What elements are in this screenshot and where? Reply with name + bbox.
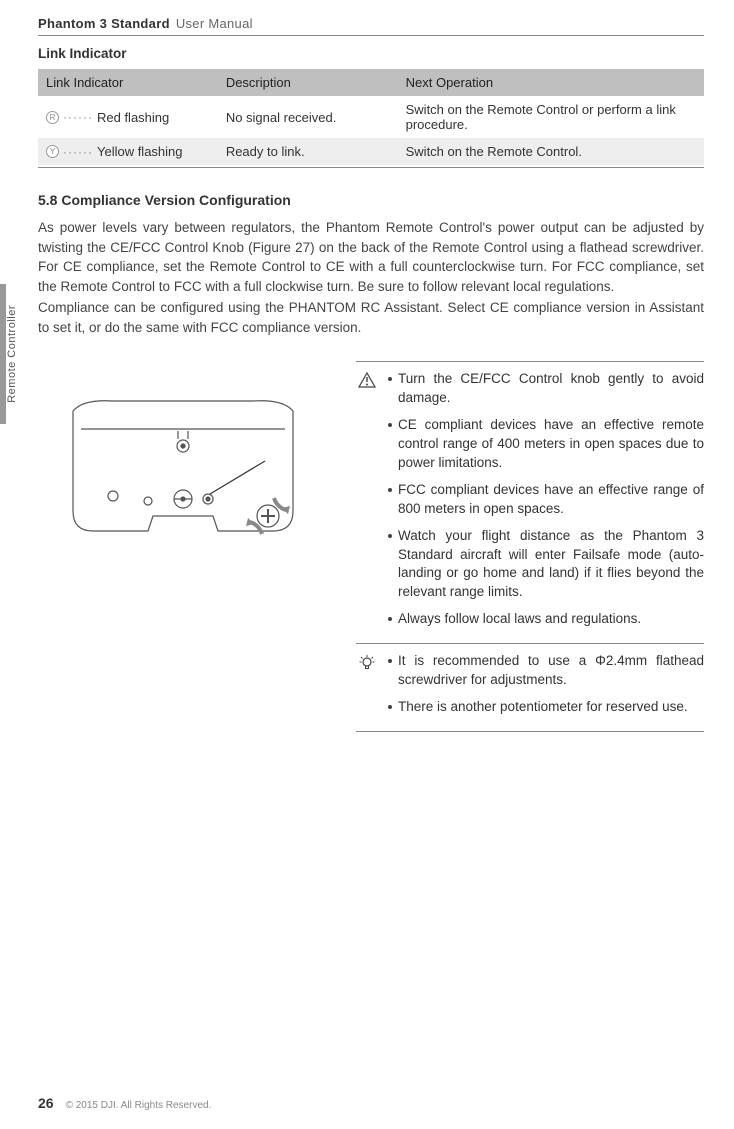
body-paragraph-1: As power levels vary between regulators,… [38, 218, 704, 296]
tip-icon [356, 652, 378, 725]
list-item: It is recommended to use a Φ2.4mm flathe… [388, 652, 704, 690]
indicator-label: Red flashing [97, 110, 169, 125]
list-item: FCC compliant devices have an effective … [388, 481, 704, 519]
led-icon: R [46, 111, 59, 124]
next-op-cell: Switch on the Remote Control or perform … [398, 96, 704, 138]
header-subtitle: User Manual [176, 16, 253, 31]
col-indicator: Link Indicator [38, 69, 218, 96]
warning-list: Turn the CE/FCC Control knob gently to a… [388, 370, 704, 637]
led-icon: Y [46, 145, 59, 158]
list-item: CE compliant devices have an effective r… [388, 416, 704, 473]
led-dots: ······ [63, 145, 93, 159]
page-header: Phantom 3 Standard User Manual [38, 16, 704, 31]
table-bottom-rule [38, 167, 704, 168]
description-cell: No signal received. [218, 96, 398, 138]
link-indicator-title: Link Indicator [38, 46, 704, 61]
header-product: Phantom 3 Standard [38, 16, 170, 31]
indicator-cell: R ······ Red flashing [38, 96, 218, 138]
col-description: Description [218, 69, 398, 96]
col-next: Next Operation [398, 69, 704, 96]
table-row: Y ······ Yellow flashing Ready to link.Swit… [38, 138, 704, 165]
table-header-row: Link Indicator Description Next Operatio… [38, 69, 704, 96]
indicator-label: Yellow flashing [97, 144, 183, 159]
body-paragraph-2: Compliance can be configured using the P… [38, 298, 704, 337]
page-number: 26 [38, 1095, 54, 1111]
description-cell: Ready to link. [218, 138, 398, 165]
copyright-text: © 2015 DJI. All Rights Reserved. [66, 1100, 212, 1111]
next-op-cell: Switch on the Remote Control. [398, 138, 704, 165]
figure-and-notes-row: Turn the CE/FCC Control knob gently to a… [38, 361, 704, 731]
indicator-cell: Y ······ Yellow flashing [38, 138, 218, 165]
list-item: There is another potentiometer for reser… [388, 698, 704, 717]
page-content: Phantom 3 Standard User Manual Link Indi… [0, 0, 734, 732]
warning-icon [356, 370, 378, 637]
link-indicator-table: Link Indicator Description Next Operatio… [38, 69, 704, 165]
remote-back-diagram [38, 361, 338, 551]
list-item: Turn the CE/FCC Control knob gently to a… [388, 370, 704, 408]
page-footer: 26 © 2015 DJI. All Rights Reserved. [38, 1095, 211, 1111]
list-item: Watch your flight distance as the Phanto… [388, 527, 704, 603]
warning-block: Turn the CE/FCC Control knob gently to a… [356, 361, 704, 643]
list-item: Always follow local laws and regulations… [388, 610, 704, 629]
notes-column: Turn the CE/FCC Control knob gently to a… [356, 361, 704, 731]
table-row: R ······ Red flashing No signal received.Sw… [38, 96, 704, 138]
header-rule [38, 35, 704, 36]
tip-list: It is recommended to use a Φ2.4mm flathe… [388, 652, 704, 725]
led-dots: ······ [63, 110, 93, 124]
tip-block: It is recommended to use a Φ2.4mm flathe… [356, 643, 704, 732]
subsection-title: 5.8 Compliance Version Configuration [38, 192, 704, 208]
